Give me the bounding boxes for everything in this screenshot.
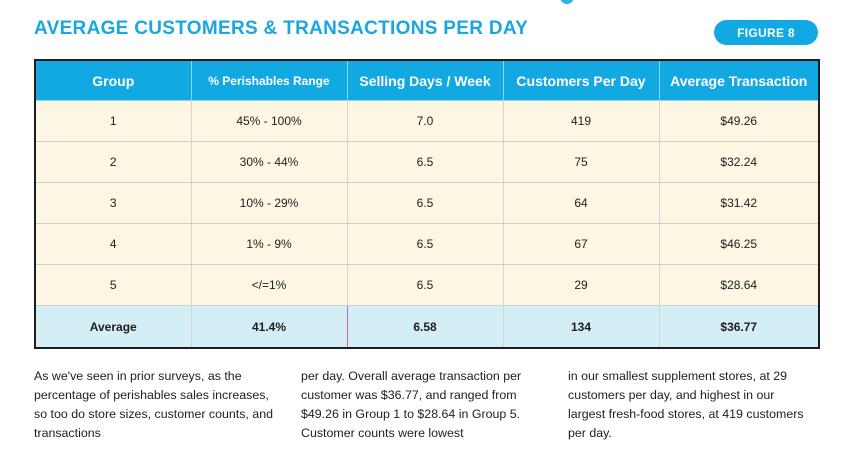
header-group: Group: [34, 60, 192, 101]
cell-average-transaction-total: $36.77: [658, 305, 820, 348]
header-perishables-range: % Perishables Range: [190, 60, 348, 101]
body-text-column-3: in our smallest supplement stores, at 29…: [568, 369, 804, 440]
table-row: 2 30% - 44% 6.5 75 $32.24: [34, 141, 820, 183]
cell-selling-days: 6.5: [346, 141, 504, 183]
table-row: 3 10% - 29% 6.5 64 $31.42: [34, 182, 820, 224]
table-row: 4 1% - 9% 6.5 67 $46.25: [34, 223, 820, 265]
cell-group: 5: [34, 264, 192, 306]
average-row: Average 41.4% 6.58 134 $36.77: [34, 305, 820, 349]
cell-average-selling-days: 6.58: [346, 305, 504, 348]
cell-selling-days: 6.5: [346, 223, 504, 265]
cell-average-transaction: $28.64: [658, 264, 820, 306]
body-text-column-2: per day. Overall average transaction per…: [301, 369, 522, 440]
figure-badge: FIGURE 8: [714, 20, 818, 45]
header-selling-days: Selling Days / Week: [346, 60, 504, 101]
body-text-column-1: As we've seen in prior surveys, as the p…: [34, 369, 273, 440]
cell-customers-per-day: 419: [502, 100, 660, 142]
cell-average-perishables: 41.4%: [190, 305, 348, 349]
cell-perishables-range: 30% - 44%: [190, 141, 348, 183]
cell-average-transaction: $32.24: [658, 141, 820, 183]
data-table: Group % Perishables Range Selling Days /…: [34, 59, 820, 349]
table-row: 5 </=1% 6.5 29 $28.64: [34, 264, 820, 306]
cell-group: 1: [34, 100, 192, 142]
cell-customers-per-day: 64: [502, 182, 660, 224]
cell-perishables-range: 1% - 9%: [190, 223, 348, 265]
top-decoration-mark: [560, 0, 574, 4]
cell-customers-per-day: 29: [502, 264, 660, 306]
cell-selling-days: 6.5: [346, 264, 504, 306]
cell-customers-per-day: 67: [502, 223, 660, 265]
cell-perishables-range: </=1%: [190, 264, 348, 306]
table-row: 1 45% - 100% 7.0 419 $49.26: [34, 100, 820, 142]
header-average-transaction: Average Transaction: [658, 60, 820, 101]
cell-perishables-range: 10% - 29%: [190, 182, 348, 224]
cell-average-label: Average: [34, 305, 192, 348]
cell-group: 3: [34, 182, 192, 224]
page-title: AVERAGE CUSTOMERS & TRANSACTIONS PER DAY: [34, 18, 529, 39]
table-header-row: Group % Perishables Range Selling Days /…: [34, 60, 820, 101]
cell-customers-per-day: 75: [502, 141, 660, 183]
cell-average-transaction: $31.42: [658, 182, 820, 224]
cell-average-customers: 134: [502, 305, 660, 348]
cell-selling-days: 6.5: [346, 182, 504, 224]
cell-group: 2: [34, 141, 192, 183]
cell-average-transaction: $49.26: [658, 100, 820, 142]
header-customers-per-day: Customers Per Day: [502, 60, 660, 101]
cell-selling-days: 7.0: [346, 100, 504, 142]
cell-average-transaction: $46.25: [658, 223, 820, 265]
cell-group: 4: [34, 223, 192, 265]
cell-perishables-range: 45% - 100%: [190, 100, 348, 142]
